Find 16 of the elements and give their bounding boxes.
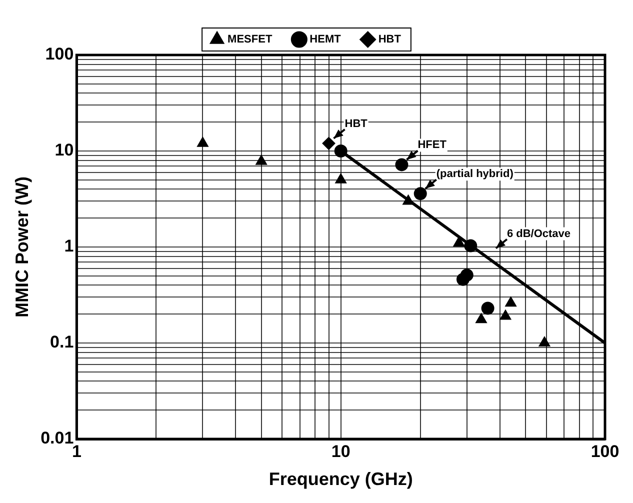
x-tick-label: 10 [331, 442, 350, 461]
y-axis-title: MMIC Power (W) [12, 176, 32, 318]
x-axis-title: Frequency (GHz) [268, 469, 413, 490]
annotation: HFET [418, 139, 447, 152]
annotation: (partial hybrid) [436, 168, 514, 180]
y-tick-label: 10 [54, 140, 74, 160]
y-tick-label: 0.1 [50, 332, 74, 352]
y-tick-label: 0.01 [40, 428, 74, 448]
annotation: HBT [344, 118, 368, 130]
y-tick-label: 1 [64, 236, 74, 256]
y-tick-label: 100 [45, 44, 74, 64]
annotation: 6 dB/Octave [506, 228, 571, 240]
legend-label: MESFET [228, 34, 272, 46]
x-tick-label: 100 [590, 442, 620, 461]
legend-label: HBT [378, 34, 402, 46]
legend-label: HEMT [310, 34, 342, 46]
